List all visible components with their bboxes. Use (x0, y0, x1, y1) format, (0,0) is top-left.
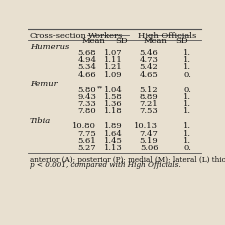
Text: 7.33: 7.33 (78, 100, 96, 108)
Text: 1.36: 1.36 (104, 100, 123, 108)
Text: 4.65: 4.65 (140, 70, 158, 79)
Text: 7.47: 7.47 (140, 130, 158, 138)
Text: Mean: Mean (143, 37, 167, 45)
Text: 1.09: 1.09 (104, 70, 123, 79)
Text: 5.06: 5.06 (140, 144, 158, 152)
Text: Femur: Femur (30, 80, 57, 88)
Text: 1.11: 1.11 (104, 56, 123, 64)
Text: Mean: Mean (81, 37, 105, 45)
Text: 1.58: 1.58 (104, 93, 123, 101)
Text: 7.53: 7.53 (140, 108, 158, 115)
Text: 5.19: 5.19 (140, 137, 158, 145)
Text: 5.46: 5.46 (140, 49, 158, 56)
Text: 7.80: 7.80 (78, 108, 96, 115)
Text: 1.21: 1.21 (104, 63, 123, 71)
Text: 1.13: 1.13 (104, 144, 123, 152)
Text: 1.64: 1.64 (104, 130, 123, 138)
Text: 4.94: 4.94 (77, 56, 96, 64)
Text: Tibia: Tibia (30, 117, 51, 125)
Text: 4.66: 4.66 (78, 70, 96, 79)
Text: 5.42: 5.42 (140, 63, 158, 71)
Text: 1.: 1. (183, 130, 191, 138)
Text: 1.: 1. (183, 122, 191, 130)
Text: 7.21: 7.21 (140, 100, 158, 108)
Text: 0.: 0. (183, 86, 191, 94)
Text: SD: SD (115, 37, 127, 45)
Text: 1.18: 1.18 (104, 108, 123, 115)
Text: 0.: 0. (183, 70, 191, 79)
Text: 1.89: 1.89 (104, 122, 123, 130)
Text: 10.80: 10.80 (72, 122, 96, 130)
Text: 1.: 1. (183, 137, 191, 145)
Text: 1.: 1. (183, 100, 191, 108)
Text: p < 0.001, compared with High Officials.: p < 0.001, compared with High Officials. (30, 161, 180, 169)
Text: 1.: 1. (183, 56, 191, 64)
Text: 4.73: 4.73 (140, 56, 158, 64)
Text: 1.: 1. (183, 93, 191, 101)
Text: High Officials: High Officials (138, 32, 196, 40)
Text: Humerus: Humerus (30, 43, 69, 51)
Text: 5.27: 5.27 (78, 144, 96, 152)
Text: 5.12: 5.12 (140, 86, 158, 94)
Text: 1.: 1. (183, 63, 191, 71)
Text: Cross-section: Cross-section (30, 32, 87, 40)
Text: 5.34: 5.34 (77, 63, 96, 71)
Text: 1.: 1. (183, 49, 191, 56)
Text: 7.75: 7.75 (78, 130, 96, 138)
Text: 1.45: 1.45 (104, 137, 123, 145)
Text: 1.: 1. (183, 108, 191, 115)
Text: **: ** (97, 86, 103, 90)
Text: Workers: Workers (88, 32, 123, 40)
Text: anterior (A); posterior (P); medial (M); lateral (L) thickness.: anterior (A); posterior (P); medial (M);… (30, 156, 225, 164)
Text: 0.: 0. (183, 144, 191, 152)
Text: 8.89: 8.89 (140, 93, 158, 101)
Text: 9.43: 9.43 (77, 93, 96, 101)
Text: SD: SD (175, 37, 188, 45)
Text: 1.04: 1.04 (104, 86, 123, 94)
Text: 5.80: 5.80 (78, 86, 96, 94)
Text: 1.07: 1.07 (104, 49, 123, 56)
Text: 5.61: 5.61 (78, 137, 96, 145)
Text: 5.68: 5.68 (78, 49, 96, 56)
Text: 10.13: 10.13 (134, 122, 158, 130)
